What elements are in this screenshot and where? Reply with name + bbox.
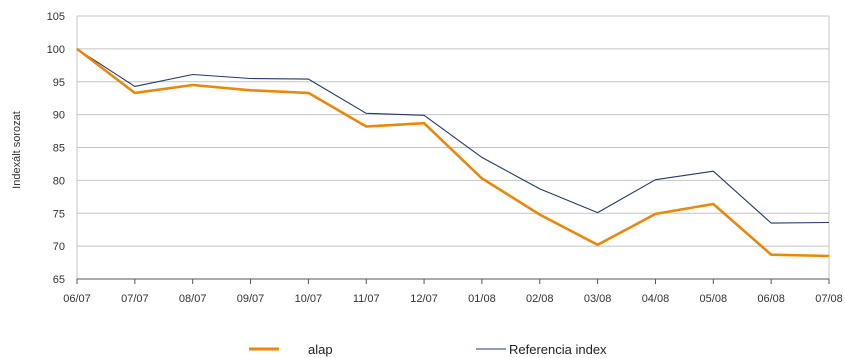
series-line-alap [76, 47, 830, 258]
legend-label-referencia-index: Referencia index [509, 342, 607, 357]
x-tick-label: 09/07 [237, 293, 265, 305]
x-tick-labels: 06/07 07/07 08/07 09/07 10/07 11/07 12/07 01/08… [63, 293, 843, 305]
x-tick-label: 08/07 [179, 293, 207, 305]
y-tick-label: 70 [53, 241, 65, 253]
x-tick-label: 02/08 [526, 293, 554, 305]
y-tick-label: 105 [47, 11, 65, 23]
series-lines [76, 47, 830, 258]
x-tick-label: 03/08 [584, 293, 612, 305]
grid-lines [76, 15, 830, 284]
x-tick-label: 04/08 [642, 293, 670, 305]
x-tick-label: 01/08 [468, 293, 496, 305]
y-axis-label: Indexált sorozat [11, 111, 23, 189]
x-tick-label: 10/07 [295, 293, 323, 305]
x-tick-label: 11/07 [353, 293, 380, 305]
y-tick-label: 100 [47, 44, 65, 56]
x-tick-label: 07/08 [815, 293, 843, 305]
y-tick-label: 75 [53, 208, 65, 220]
x-tick-label: 06/08 [757, 293, 785, 305]
x-tick-label: 07/07 [121, 293, 149, 305]
legend: alap Referencia index [249, 342, 607, 357]
y-tick-label: 90 [53, 110, 65, 122]
y-tick-label: 80 [53, 175, 65, 187]
x-tick-label: 05/08 [700, 293, 728, 305]
y-tick-label: 65 [53, 274, 65, 286]
legend-label-alap: alap [308, 342, 333, 357]
x-tick-label: 12/07 [410, 293, 438, 305]
x-tick-label: 06/07 [63, 293, 91, 305]
y-tick-labels: 65 70 75 80 85 90 95 100 105 [47, 11, 65, 286]
y-tick-label: 85 [53, 143, 65, 155]
y-tick-label: 95 [53, 77, 65, 89]
series-line-referencia-index [76, 48, 830, 224]
